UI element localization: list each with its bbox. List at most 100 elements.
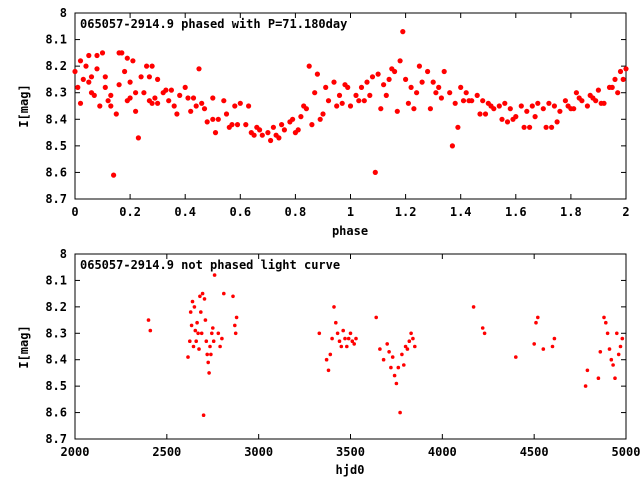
unphased-data-point: [609, 357, 614, 362]
unphased-data-point: [202, 297, 207, 301]
unphased-data-point: [188, 339, 192, 344]
unphased-data-point: [191, 344, 196, 349]
phased-data-point: [504, 119, 511, 125]
unphased-x-tick-label: 2500: [152, 445, 181, 459]
phased-data-point: [595, 87, 602, 93]
unphased-data-point: [328, 352, 333, 357]
unphased-data-point: [392, 373, 397, 378]
phased-data-point: [306, 63, 312, 69]
phased-data-point: [320, 111, 326, 117]
unphased-data-point: [212, 273, 217, 277]
unphased-plot-frame: [74, 253, 627, 440]
phased-data-point: [524, 108, 530, 114]
phased-data-point: [116, 50, 122, 56]
phased-y-tick-label: 8: [60, 6, 67, 20]
phased-data-point: [243, 122, 249, 128]
phased-data-point: [510, 116, 516, 122]
phased-data-point: [273, 132, 279, 138]
phased-data-point: [127, 95, 133, 101]
unphased-data-point: [198, 294, 202, 299]
unphased-data-point: [605, 331, 610, 336]
unphased-x-axis-label: hjd0: [336, 463, 365, 477]
phased-data-point: [279, 122, 285, 128]
unphased-data-point: [189, 323, 194, 328]
unphased-data-point: [552, 336, 557, 341]
phased-data-point: [598, 100, 604, 106]
phased-data-point: [232, 103, 238, 109]
phased-data-point: [317, 116, 323, 122]
phased-data-point: [108, 92, 114, 98]
unphased-data-point: [190, 299, 195, 304]
phased-data-point: [460, 98, 467, 104]
unphased-data-point: [390, 355, 395, 359]
unphased-y-tick-label: 8.7: [45, 432, 67, 446]
phased-data-point: [223, 111, 230, 117]
unphased-data-point: [197, 347, 201, 351]
phased-data-points: [72, 29, 629, 178]
unphased-data-point: [207, 371, 211, 375]
phased-y-axis-label: I[mag]: [17, 84, 31, 127]
phased-data-point: [375, 71, 381, 77]
phased-data-point: [369, 74, 376, 80]
phased-data-point: [185, 95, 191, 101]
phased-x-axis-label: phase: [332, 224, 368, 238]
phased-data-point: [86, 79, 92, 85]
unphased-data-point: [409, 331, 413, 336]
phased-data-point: [171, 103, 177, 109]
phased-data-point: [502, 100, 508, 106]
unphased-x-tick-label: 4500: [520, 445, 549, 459]
unphased-data-point: [604, 320, 608, 325]
unphased-data-point: [148, 328, 153, 333]
phased-data-point: [477, 111, 483, 117]
unphased-data-point: [348, 331, 353, 336]
phased-data-point: [251, 132, 257, 138]
phased-data-point: [111, 172, 117, 178]
phased-data-point: [135, 135, 141, 141]
phased-data-point: [281, 127, 287, 133]
phased-data-point: [257, 127, 263, 133]
phased-data-point: [166, 98, 172, 104]
phased-data-point: [314, 71, 320, 77]
phased-data-point: [127, 79, 133, 85]
phased-data-point: [144, 63, 150, 69]
phased-data-point: [130, 58, 136, 64]
unphased-data-point: [326, 368, 331, 373]
phased-data-point: [177, 92, 183, 98]
phased-data-point: [455, 124, 461, 130]
unphased-data-point: [616, 352, 621, 357]
phased-data-point: [155, 100, 161, 106]
phased-data-point: [298, 114, 304, 120]
unphased-data-point: [146, 318, 151, 322]
phased-data-point: [593, 98, 599, 104]
phased-data-point: [212, 130, 219, 136]
phased-data-point: [386, 76, 392, 82]
phased-data-point: [163, 87, 169, 93]
phased-x-tick-label: 0.8: [285, 205, 307, 219]
unphased-y-tick-label: 8.3: [45, 326, 67, 340]
unphased-data-point: [317, 331, 322, 336]
phased-data-point: [488, 103, 494, 109]
unphased-y-tick-label: 8.2: [45, 300, 67, 314]
unphased-data-point: [615, 331, 619, 336]
phased-data-point: [620, 76, 626, 82]
phased-x-tick-label: 1.2: [395, 205, 417, 219]
phased-data-point: [290, 116, 296, 122]
phased-data-point: [587, 92, 593, 98]
phased-data-point: [102, 74, 108, 80]
unphased-data-point: [618, 344, 623, 349]
phased-data-point: [372, 169, 378, 175]
phased-data-point: [463, 90, 469, 96]
phased-data-point: [88, 90, 95, 96]
phased-data-point: [146, 74, 152, 80]
phased-data-point: [458, 84, 464, 90]
phased-data-point: [535, 100, 541, 106]
phased-data-point: [188, 108, 194, 114]
unphased-data-point: [196, 331, 200, 336]
unphased-y-tick-label: 8.4: [45, 353, 67, 367]
phased-data-point: [562, 98, 569, 104]
unphased-data-point: [613, 376, 617, 381]
phased-y-tick-label: 8.7: [45, 192, 67, 206]
unphased-data-point: [403, 344, 408, 349]
phased-x-tick-label: 1: [347, 205, 354, 219]
phased-data-point: [403, 76, 409, 82]
